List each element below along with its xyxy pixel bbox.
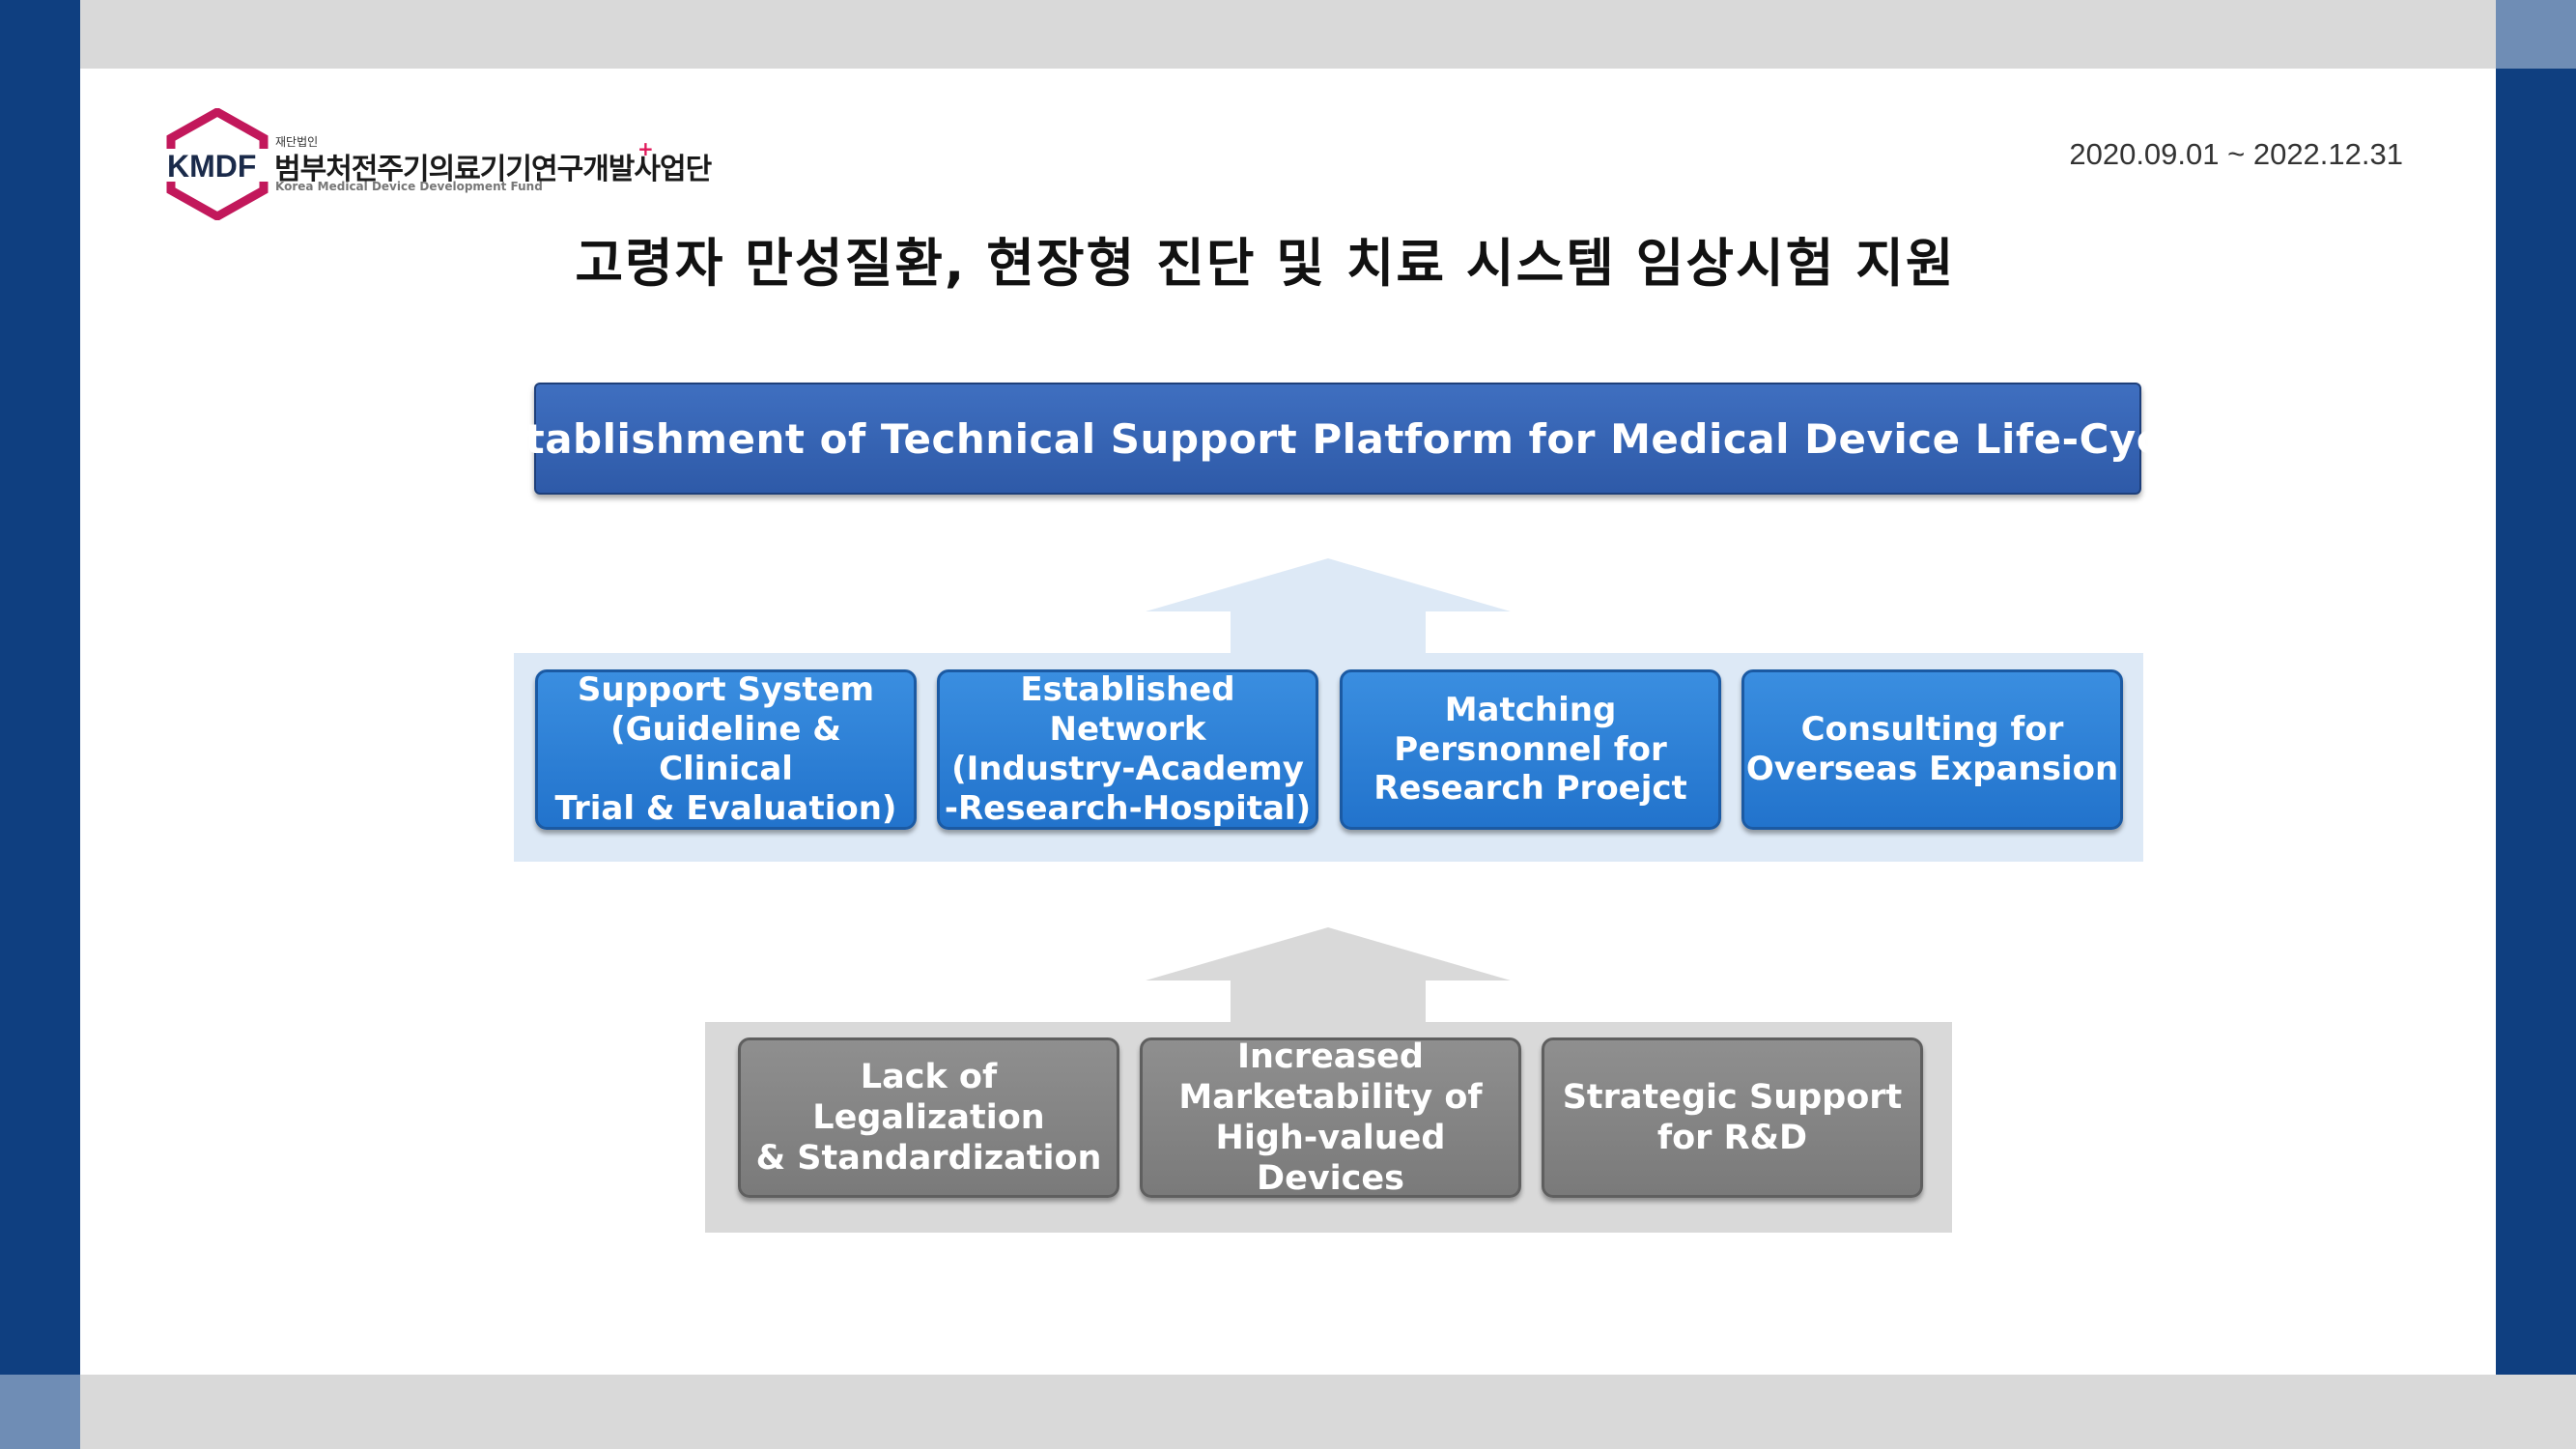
card-label: Support System (Guideline & Clinical Tri…: [538, 670, 914, 828]
card-label: Matching Persnonnel for Research Proejct: [1373, 691, 1687, 809]
card-label: Increased Marketability of High-valued D…: [1143, 1037, 1518, 1199]
platform-banner: Establishment of Technical Support Platf…: [534, 383, 2141, 495]
right-corner-block: [2496, 0, 2576, 69]
right-frame-bar: [2496, 69, 2576, 1375]
card-label: Lack of Legalization & Standardization: [756, 1057, 1102, 1179]
left-corner-block: [0, 1375, 80, 1449]
up-arrow-icon-blue: [1146, 558, 1511, 655]
platform-banner-label: Establishment of Technical Support Platf…: [472, 415, 2203, 463]
support-system-card: Support System (Guideline & Clinical Tri…: [535, 669, 917, 830]
page-title: 고령자 만성질환, 현장형 진단 및 치료 시스템 임상시험 지원: [290, 220, 2241, 297]
strategic-support-card: Strategic Support for R&D: [1542, 1037, 1923, 1198]
date-range: 2020.09.01 ~ 2022.12.31: [2028, 137, 2403, 172]
established-network-card: Established Network (Industry-Academy -R…: [937, 669, 1318, 830]
logo-plus-icon: +: [637, 137, 654, 160]
card-label: Established Network (Industry-Academy -R…: [940, 670, 1316, 828]
left-frame-bar: [0, 0, 80, 1375]
matching-personnel-card: Matching Persnonnel for Research Proejct: [1340, 669, 1721, 830]
bottom-frame-bar: [0, 1375, 2576, 1449]
increased-marketability-card: Increased Marketability of High-valued D…: [1140, 1037, 1521, 1198]
logo-brand-text: KMDF: [167, 149, 256, 184]
top-frame-bar: [0, 0, 2576, 69]
up-arrow-icon-gray: [1146, 927, 1511, 1024]
lack-of-legalization-card: Lack of Legalization & Standardization: [738, 1037, 1119, 1198]
kmdf-logo: KMDF 재단법인 범부처전주기의료기기연구개발사업단 + Korea Medi…: [164, 108, 666, 220]
consulting-overseas-card: Consulting for Overseas Expansion: [1741, 669, 2123, 830]
card-label: Strategic Support for R&D: [1563, 1077, 1903, 1158]
card-label: Consulting for Overseas Expansion: [1746, 710, 2118, 789]
hexagon-logo-icon: KMDF: [164, 108, 270, 220]
logo-english-name: Korea Medical Device Development Fund: [275, 180, 543, 193]
